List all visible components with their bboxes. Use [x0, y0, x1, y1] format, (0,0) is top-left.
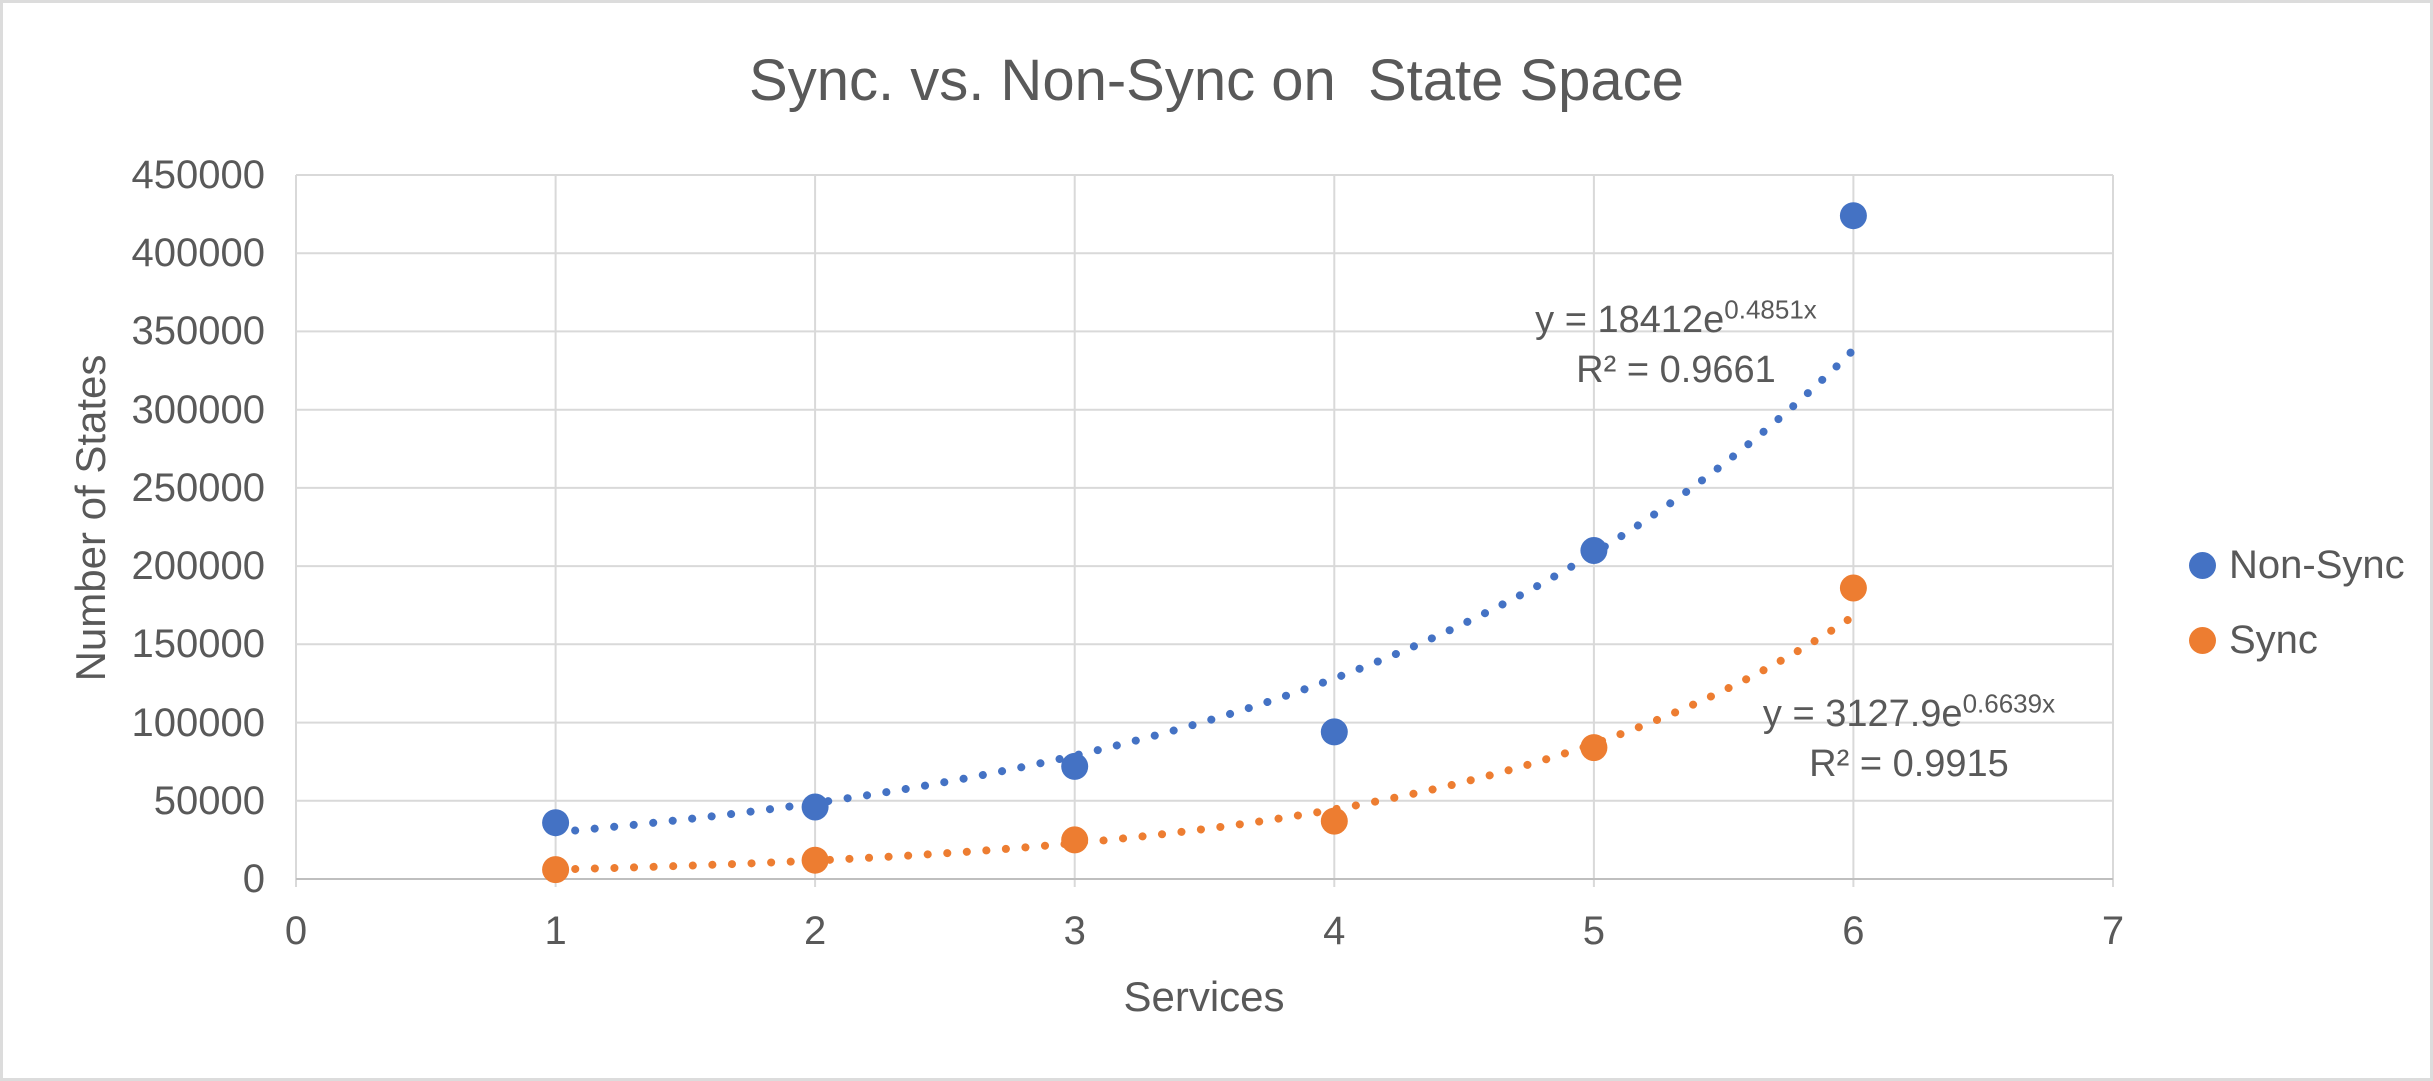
trendline-label-non-sync: y = 18412e0.4851x R² = 0.9661 [1446, 295, 1906, 395]
y-tick-label: 350000 [131, 309, 265, 354]
data-point-non-sync [1061, 752, 1089, 780]
equation-exponent: 0.4851x [1724, 294, 1817, 325]
legend-marker-non-sync-icon [2189, 551, 2216, 579]
x-tick-label: 7 [2101, 909, 2125, 953]
x-tick-label: 5 [1582, 909, 1605, 953]
legend-marker-sync-icon [2189, 626, 2216, 654]
x-axis-title: Services [1123, 973, 1285, 1020]
plot-area [295, 174, 2114, 887]
trendline-r2-non-sync: R² = 0.9661 [1576, 349, 1776, 391]
data-point-sync [1580, 734, 1608, 762]
data-point-sync [801, 846, 829, 874]
x-tick-label: 2 [804, 909, 827, 953]
y-tick-label: 250000 [131, 465, 265, 510]
data-point-non-sync [801, 793, 829, 821]
x-tick-label: 1 [544, 909, 567, 953]
x-tick-label: 3 [1063, 909, 1086, 953]
x-tick-label: 6 [1842, 909, 1865, 953]
y-tick-label: 0 [242, 857, 265, 901]
trendline-non-sync [551, 345, 1858, 837]
equation-exponent: 0.6639x [1962, 688, 2056, 719]
legend-item-sync: Sync [2189, 618, 2318, 662]
legend-item-non-sync: Non-Sync [2189, 543, 2405, 587]
equation-base: y = 3127.9e [1762, 693, 1963, 735]
trendline-equation-sync: y = 3127.9e0.6639x [1679, 689, 2139, 739]
trendline-r2-sync: R² = 0.9915 [1809, 743, 2009, 785]
y-tick-label: 400000 [131, 231, 265, 276]
data-point-non-sync [1839, 202, 1867, 230]
data-point-sync [1061, 826, 1089, 854]
trendline-label-sync: y = 3127.9e0.6639x R² = 0.9915 [1679, 689, 2139, 789]
chart-title: Sync. vs. Non-Sync on State Space [749, 48, 1684, 113]
legend-label-sync: Sync [2229, 617, 2318, 662]
data-point-sync [1320, 807, 1348, 835]
data-point-non-sync [1320, 718, 1348, 746]
y-tick-label: 300000 [131, 387, 265, 432]
equation-base: y = 18412e [1535, 299, 1725, 341]
y-tick-label: 450000 [131, 153, 265, 197]
legend-label-non-sync: Non-Sync [2229, 542, 2405, 587]
data-point-non-sync [1580, 537, 1608, 564]
y-tick-label: 200000 [131, 544, 265, 589]
trendline-equation-non-sync: y = 18412e0.4851x [1446, 295, 1906, 345]
x-tick-label: 4 [1323, 909, 1346, 953]
y-tick-label: 50000 [153, 778, 265, 823]
x-tick-label: 0 [284, 909, 308, 953]
data-point-sync [542, 856, 570, 884]
trendline-sync [551, 612, 1858, 874]
data-point-sync [1839, 574, 1867, 602]
y-tick-label: 150000 [131, 622, 265, 667]
data-point-non-sync [542, 809, 570, 837]
y-tick-label: 100000 [131, 700, 265, 745]
